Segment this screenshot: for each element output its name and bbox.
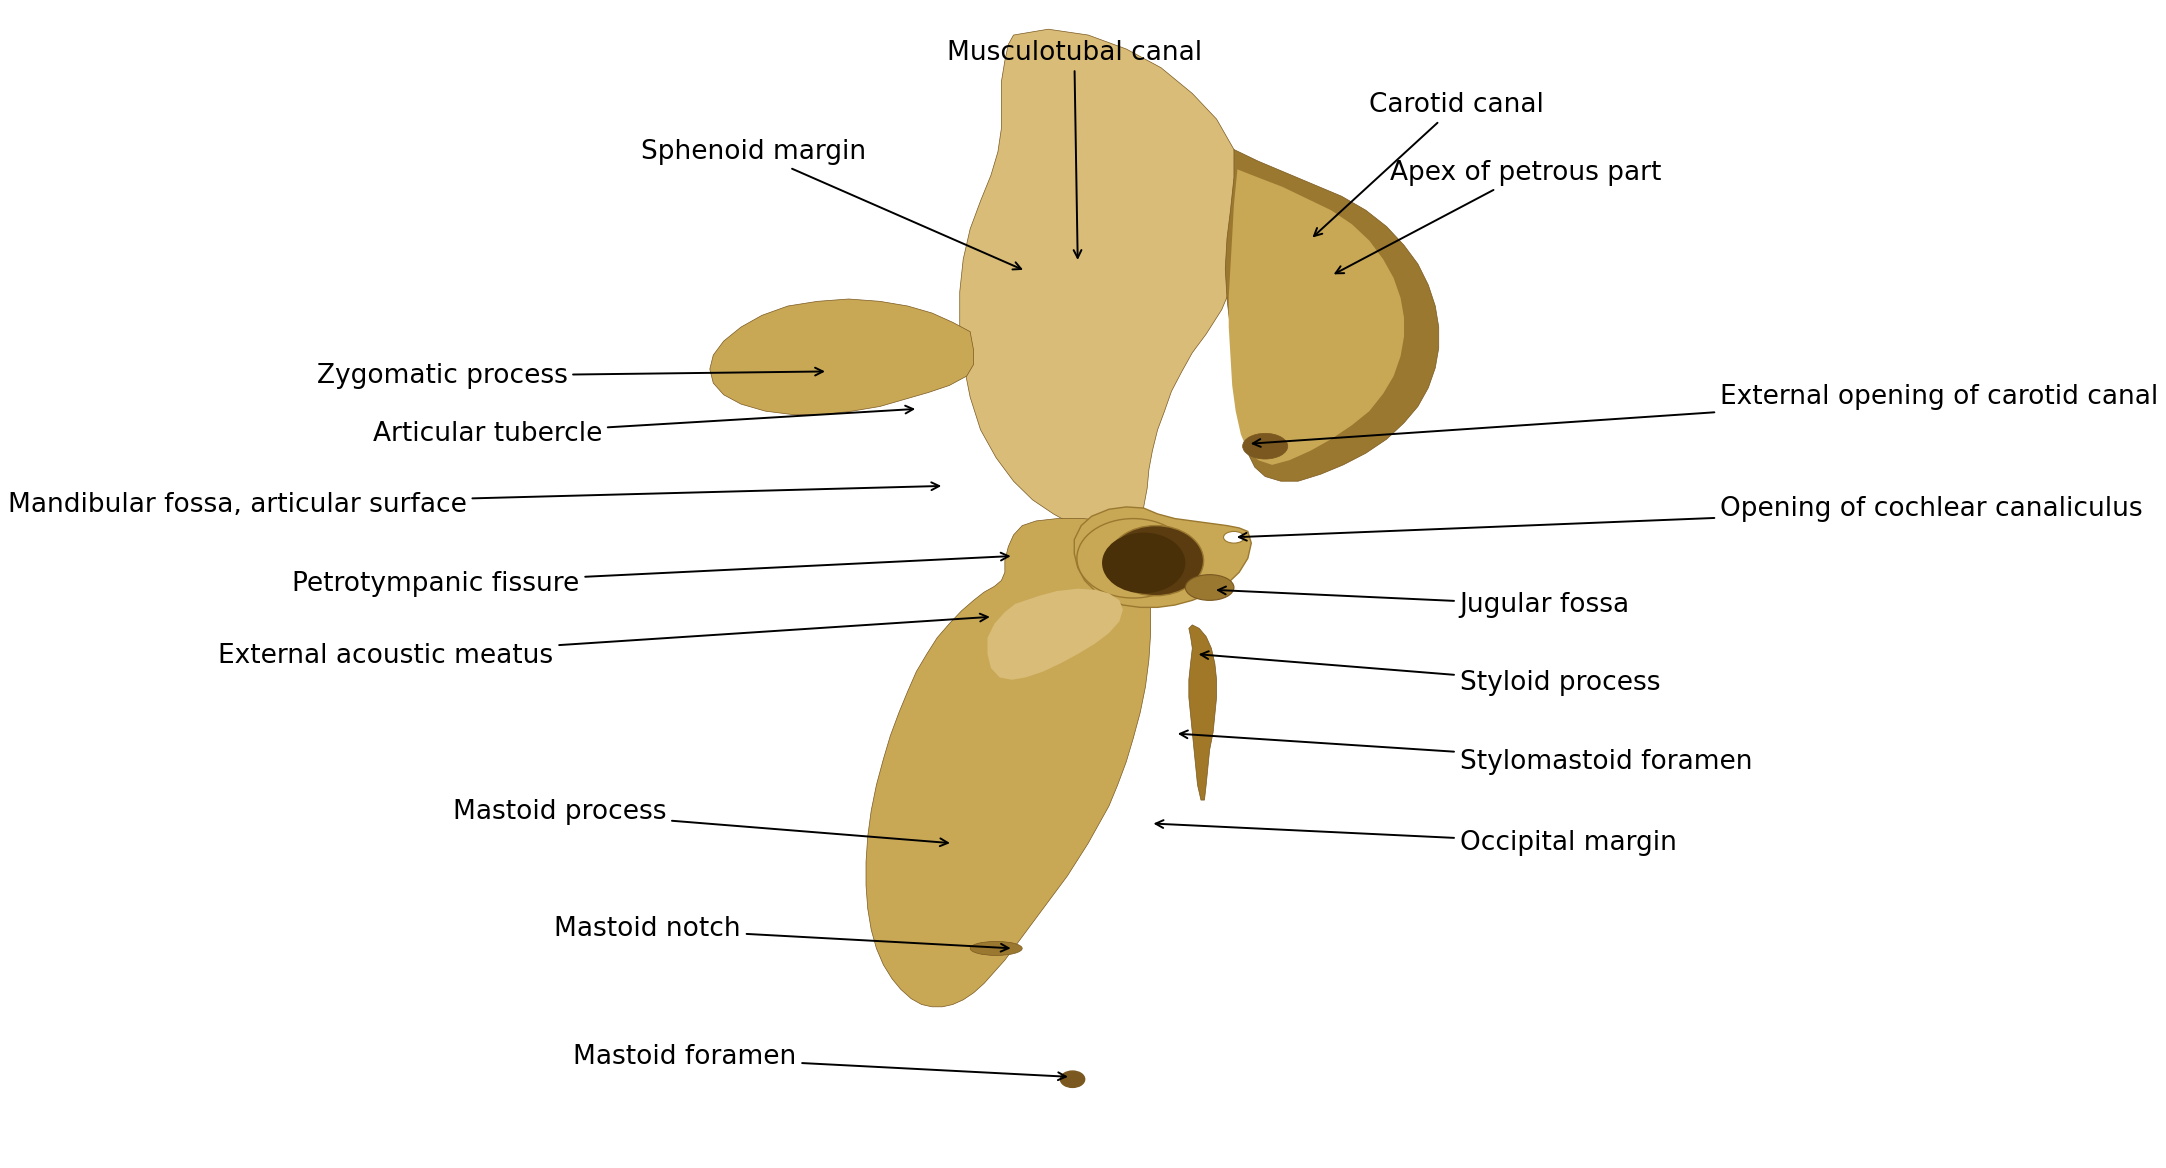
Text: Mastoid process: Mastoid process — [453, 799, 949, 846]
Text: Occipital margin: Occipital margin — [1157, 820, 1676, 856]
Text: Articular tubercle: Articular tubercle — [373, 405, 914, 447]
Text: Mandibular fossa, articular surface: Mandibular fossa, articular surface — [9, 482, 940, 517]
Text: Carotid canal: Carotid canal — [1315, 92, 1544, 236]
Ellipse shape — [1077, 519, 1189, 598]
Text: Sphenoid margin: Sphenoid margin — [641, 139, 1020, 270]
Polygon shape — [960, 29, 1248, 543]
Ellipse shape — [970, 941, 1022, 955]
Text: Zygomatic process: Zygomatic process — [316, 363, 823, 389]
Ellipse shape — [1102, 533, 1185, 593]
Polygon shape — [1228, 169, 1404, 465]
Ellipse shape — [1224, 531, 1243, 543]
Text: Styloid process: Styloid process — [1200, 652, 1659, 696]
Ellipse shape — [1109, 526, 1204, 596]
Text: Mastoid notch: Mastoid notch — [554, 916, 1009, 952]
Text: External acoustic meatus: External acoustic meatus — [219, 613, 988, 669]
Text: Petrotympanic fissure: Petrotympanic fissure — [292, 552, 1009, 597]
Polygon shape — [988, 589, 1122, 680]
Text: Jugular fossa: Jugular fossa — [1217, 586, 1629, 618]
Text: Apex of petrous part: Apex of petrous part — [1336, 160, 1661, 273]
Ellipse shape — [1185, 575, 1235, 600]
Ellipse shape — [1243, 433, 1289, 459]
Polygon shape — [710, 299, 975, 415]
Circle shape — [1061, 1071, 1085, 1087]
Polygon shape — [1074, 507, 1252, 607]
Polygon shape — [866, 519, 1150, 1007]
Text: Stylomastoid foramen: Stylomastoid foramen — [1180, 730, 1752, 774]
Text: External opening of carotid canal: External opening of carotid canal — [1252, 384, 2157, 447]
Polygon shape — [1189, 625, 1217, 800]
Text: Opening of cochlear canaliculus: Opening of cochlear canaliculus — [1239, 496, 2142, 541]
Polygon shape — [1226, 150, 1438, 481]
Text: Musculotubal canal: Musculotubal canal — [947, 40, 1202, 258]
Text: Mastoid foramen: Mastoid foramen — [574, 1044, 1066, 1080]
